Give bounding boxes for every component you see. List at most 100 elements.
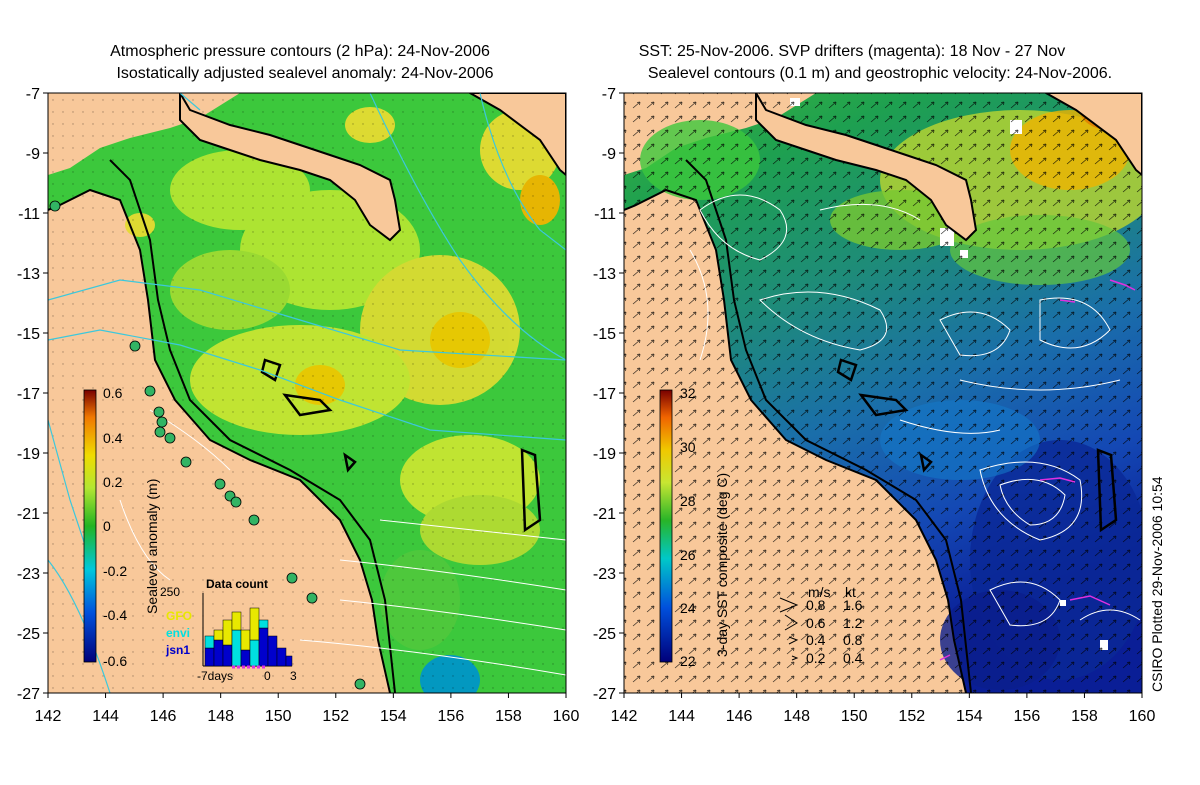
new-guinea-coast bbox=[179, 93, 402, 242]
x-tick-label: 150 bbox=[841, 708, 868, 725]
x-tick-label: 146 bbox=[726, 708, 753, 725]
reef-edge bbox=[109, 159, 396, 693]
legend-jsn1: jsn1 bbox=[165, 643, 190, 657]
x-tick-label: 148 bbox=[207, 708, 234, 725]
new-britain-coast bbox=[467, 93, 566, 177]
velocity-key-kt: 1.2 bbox=[843, 615, 863, 631]
velocity-key-ms: 0.8 bbox=[806, 597, 826, 613]
y-tick-label: -27 bbox=[17, 686, 40, 703]
y-tick-label: -23 bbox=[593, 566, 616, 583]
x-tick-label: 156 bbox=[1014, 708, 1041, 725]
velocity-key-kt: 0.8 bbox=[843, 632, 863, 648]
sla-tick: 0.4 bbox=[103, 430, 123, 446]
sla-tick: -0.4 bbox=[103, 607, 127, 623]
y-tick-label: -23 bbox=[17, 566, 40, 583]
y-tick-label: -25 bbox=[17, 626, 40, 643]
sst-tick: 28 bbox=[680, 493, 696, 509]
plot-credit: CSIRO Plotted 29-Nov-2006 10:54 bbox=[1149, 476, 1165, 692]
sealevel-contours bbox=[689, 194, 1141, 627]
y-tick-label: -21 bbox=[17, 506, 40, 523]
right-map-panel: 32 30 28 26 24 22 3-day SST composite (d… bbox=[623, 43, 1143, 694]
sst-tick: 24 bbox=[680, 600, 696, 616]
sst-field bbox=[624, 93, 1142, 693]
new-guinea-coast bbox=[755, 93, 978, 242]
velocity-key-kt: 0.4 bbox=[843, 650, 863, 666]
queensland-coast bbox=[624, 188, 967, 693]
sla-tick: 0 bbox=[103, 518, 111, 534]
y-tick-label: -19 bbox=[17, 446, 40, 463]
velocity-arrow-0-6 bbox=[784, 614, 798, 631]
sla-colorbar-strip bbox=[83, 389, 97, 663]
y-tick-label: -7 bbox=[26, 86, 40, 103]
y-tick-label: -9 bbox=[26, 146, 40, 163]
data-count-xlabel: -7days bbox=[197, 669, 233, 683]
reef-islands bbox=[260, 358, 542, 533]
velocity-key-ms: 0.2 bbox=[806, 650, 826, 666]
sst-colorbar-label: 3-day SST composite (deg C) bbox=[714, 473, 730, 657]
sst-tick: 26 bbox=[680, 547, 696, 563]
velocity-key-kt: 1.6 bbox=[843, 597, 863, 613]
data-count-title: Data count bbox=[206, 577, 268, 591]
y-tick-label: -15 bbox=[593, 326, 616, 343]
left-title-line2: Isostatically adjusted sealevel anomaly:… bbox=[116, 65, 493, 82]
sst-colorbar-strip bbox=[659, 389, 673, 663]
right-axes: -7 -9 -11 -13 -15 -17 -19 -21 -23 -25 -27 142 144 146… bbox=[593, 86, 1156, 725]
data-count-xtick-0: 0 bbox=[264, 669, 271, 683]
tide-gauges bbox=[49, 200, 366, 690]
svp-drifters bbox=[939, 279, 1136, 661]
right-title-line2: Sealevel contours (0.1 m) and geostrophi… bbox=[648, 65, 1112, 82]
velocity-key-header-ms: m/s bbox=[808, 584, 831, 600]
x-tick-label: 142 bbox=[35, 708, 62, 725]
x-tick-label: 142 bbox=[611, 708, 638, 725]
velocity-key: m/s kt 0.8 1.6 0.6 1.2 0.4 0.8 0.2 0.4 bbox=[779, 584, 863, 666]
x-tick-label: 148 bbox=[783, 708, 810, 725]
left-map-panel: 0.6 0.4 0.2 0 -0.2 -0.4 -0.6 Sealevel an… bbox=[47, 43, 567, 694]
velocity-arrow-0-2 bbox=[791, 655, 799, 661]
velocity-key-ms: 0.6 bbox=[806, 615, 826, 631]
x-tick-label: 146 bbox=[150, 708, 177, 725]
y-tick-label: -17 bbox=[593, 386, 616, 403]
left-axes: -7 -9 -11 -13 -15 -17 -19 -21 -23 -25 -27 142 144 146… bbox=[17, 86, 580, 725]
x-tick-label: 154 bbox=[956, 708, 983, 725]
x-tick-label: 144 bbox=[668, 708, 695, 725]
sst-tick: 22 bbox=[680, 653, 696, 669]
velocity-key-ms: 0.4 bbox=[806, 632, 826, 648]
y-tick-label: -11 bbox=[594, 206, 616, 223]
legend-gfo: GFO bbox=[166, 609, 192, 623]
x-tick-label: 150 bbox=[265, 708, 292, 725]
pressure-contours bbox=[48, 93, 566, 693]
x-tick-label: 144 bbox=[92, 708, 119, 725]
data-count-inset: Data count 250 bbox=[160, 577, 297, 683]
sst-tick: 30 bbox=[680, 439, 696, 455]
x-tick-label: 160 bbox=[553, 708, 580, 725]
data-count-xtick-3: 3 bbox=[290, 669, 297, 683]
sla-tick: 0.2 bbox=[103, 474, 123, 490]
queensland-coast bbox=[48, 188, 391, 693]
geostrophic-velocity-vectors bbox=[624, 93, 1142, 693]
legend-envi: envi bbox=[166, 626, 190, 640]
y-tick-label: -27 bbox=[593, 686, 616, 703]
y-tick-label: -19 bbox=[593, 446, 616, 463]
y-tick-label: -25 bbox=[593, 626, 616, 643]
y-tick-label: -7 bbox=[602, 86, 616, 103]
x-tick-label: 152 bbox=[898, 708, 925, 725]
velocity-arrow-0-4 bbox=[788, 636, 799, 645]
data-count-ytick: 250 bbox=[160, 585, 180, 599]
white-contours bbox=[119, 409, 566, 676]
x-tick-label: 160 bbox=[1129, 708, 1156, 725]
x-tick-label: 156 bbox=[438, 708, 465, 725]
y-tick-label: -13 bbox=[17, 266, 40, 283]
sla-colorbar: 0.6 0.4 0.2 0 -0.2 -0.4 -0.6 Sealevel an… bbox=[83, 385, 160, 669]
sla-tick: -0.2 bbox=[103, 563, 127, 579]
y-tick-label: -15 bbox=[17, 326, 40, 343]
sla-tick: -0.6 bbox=[103, 653, 127, 669]
new-britain-coast bbox=[1043, 93, 1142, 177]
sealevel-anomaly-field bbox=[48, 93, 566, 693]
x-tick-label: 158 bbox=[1071, 708, 1098, 725]
reef-islands bbox=[836, 358, 1118, 533]
track-dots bbox=[48, 93, 566, 693]
velocity-arrow-0-8 bbox=[779, 597, 799, 613]
y-tick-label: -17 bbox=[17, 386, 40, 403]
y-tick-label: -11 bbox=[18, 206, 40, 223]
